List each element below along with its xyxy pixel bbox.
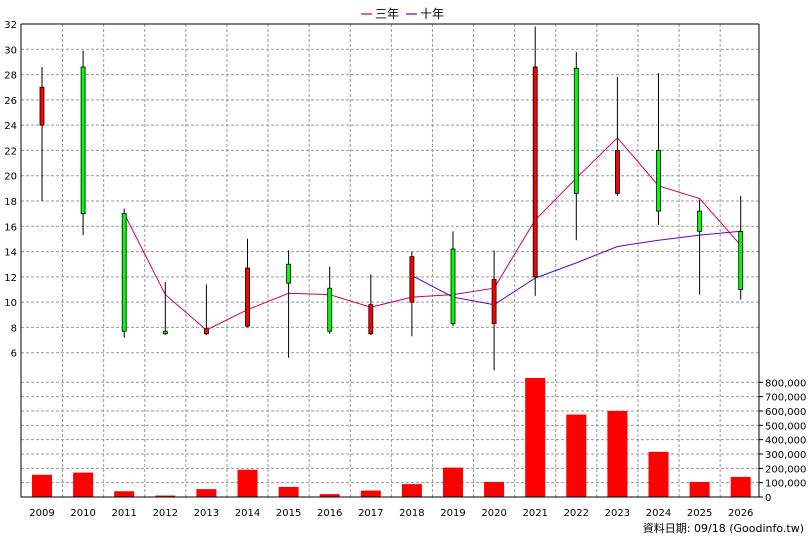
year-tick-label: 2024 [646, 508, 671, 519]
price-gridlines [21, 23, 759, 497]
moving-average-lines [123, 137, 742, 331]
price-tick-label: 24 [4, 121, 17, 132]
volume-bar [73, 472, 94, 497]
year-axis: 2009 2010 2011 2012 2013 2014 2015 2016 2017 2018… [29, 508, 753, 519]
price-tick-label: 20 [4, 172, 17, 183]
volume-bar [525, 378, 546, 497]
volume-tick-label: 300,000 [765, 450, 806, 461]
price-tick-label: 18 [4, 197, 17, 208]
volume-tick-label: 600,000 [765, 407, 806, 418]
price-tick-label: 14 [4, 248, 17, 259]
volume-axis: 0 100,000 200,000 300,000 400,000 500,000 600,… [759, 378, 806, 504]
candle-body [162, 330, 168, 335]
volume-gridlines [21, 381, 759, 498]
candle-body [245, 267, 250, 327]
year-tick-label: 2022 [564, 508, 589, 519]
price-tick-label: 12 [4, 273, 17, 284]
volume-bar [648, 451, 669, 497]
volume-bar [237, 469, 258, 497]
legend-ma3-label: 三年 [375, 7, 399, 21]
volume-bar [607, 410, 628, 497]
candle-body [121, 213, 127, 332]
volume-tick-label: 100,000 [765, 479, 806, 490]
price-tick-label: 16 [4, 222, 17, 233]
source-note: 資料日期: 09/18 (Goodinfo.tw) [643, 521, 804, 535]
price-tick-label: 26 [4, 96, 17, 107]
plot-frame [20, 23, 760, 498]
volume-bars [32, 378, 751, 497]
volume-bar [730, 476, 751, 497]
candle-body [532, 66, 538, 278]
price-tick-label: 22 [4, 146, 17, 157]
candle-body [450, 248, 456, 325]
candle-body [39, 86, 45, 126]
year-tick-label: 2011 [111, 508, 136, 519]
candle-body [409, 256, 415, 303]
candle-body [368, 304, 374, 335]
candle-body [203, 328, 209, 335]
volume-bar [319, 494, 340, 497]
price-tick-label: 10 [4, 298, 17, 309]
volume-tick-label: 500,000 [765, 421, 806, 432]
volume-bar [155, 495, 176, 497]
volume-bar [196, 489, 217, 497]
volume-bar [484, 481, 505, 497]
candle-body [286, 263, 292, 284]
candle-body [656, 150, 661, 212]
volume-tick-label: 700,000 [765, 393, 806, 404]
volume-tick-label: 800,000 [765, 378, 806, 389]
volume-bar [278, 486, 299, 497]
price-tick-label: 32 [4, 20, 17, 31]
year-tick-label: 2017 [358, 508, 383, 519]
volume-bar [401, 484, 422, 497]
volume-bar [443, 467, 463, 497]
volume-bar [360, 490, 381, 497]
year-tick-label: 2020 [481, 508, 506, 519]
year-tick-label: 2026 [728, 508, 753, 519]
year-tick-label: 2010 [70, 508, 95, 519]
volume-bar [689, 481, 710, 497]
candle-body [80, 66, 86, 215]
year-tick-label: 2013 [194, 508, 219, 519]
year-tick-label: 2015 [276, 508, 301, 519]
legend-ma10-label: 十年 [420, 7, 444, 21]
year-tick-label: 2025 [687, 508, 712, 519]
candle-body [615, 150, 620, 194]
year-tick-label: 2021 [522, 508, 547, 519]
price-tick-label: 30 [4, 45, 17, 56]
volume-tick-label: 400,000 [765, 436, 806, 447]
volume-bar [114, 491, 135, 497]
ma10-line [411, 230, 741, 306]
year-tick-label: 2016 [317, 508, 342, 519]
candle-body [738, 230, 744, 290]
price-axis: 6 8 10 12 14 16 18 20 22 24 26 28 30 32 [4, 20, 17, 360]
volume-tick-label: 0 [765, 493, 771, 504]
volume-bar [566, 414, 587, 497]
year-tick-label: 2023 [605, 508, 630, 519]
year-tick-label: 2014 [235, 508, 260, 519]
candle-body [697, 210, 702, 232]
price-tick-label: 8 [11, 323, 17, 334]
year-tick-label: 2018 [399, 508, 424, 519]
candlesticks [39, 26, 744, 371]
candle-body [491, 278, 497, 325]
candle-body [573, 67, 579, 194]
legend: 三年 十年 [361, 7, 444, 21]
year-tick-label: 2019 [440, 508, 465, 519]
price-tick-label: 6 [11, 349, 17, 360]
volume-tick-label: 200,000 [765, 464, 806, 475]
price-tick-label: 28 [4, 71, 17, 82]
candle-body [327, 287, 333, 332]
year-tick-label: 2009 [29, 508, 54, 519]
ma3-line [123, 137, 742, 331]
year-tick-label: 2012 [153, 508, 178, 519]
volume-bar [32, 474, 52, 497]
